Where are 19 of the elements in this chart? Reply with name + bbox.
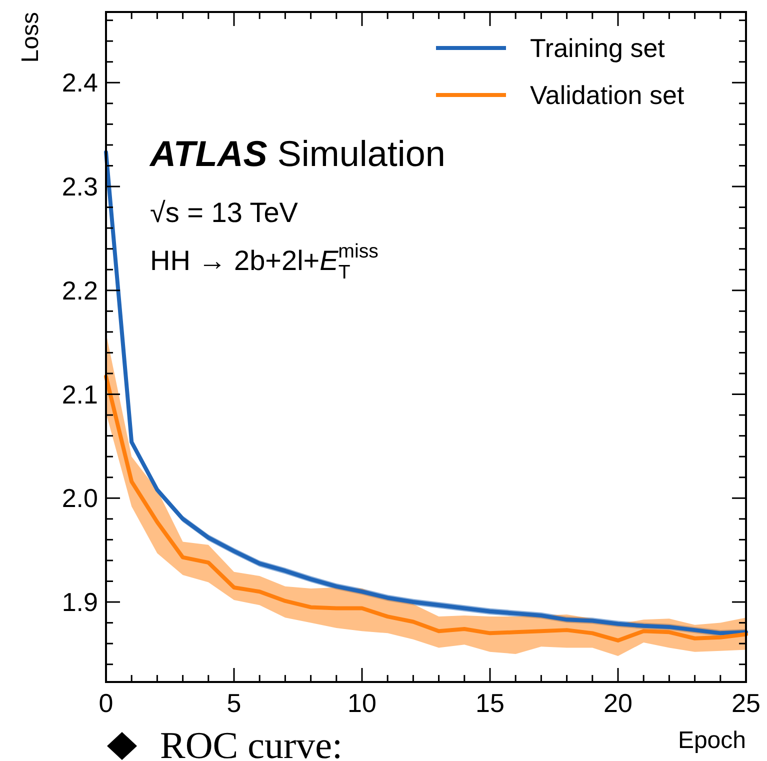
- legend-label: Validation set: [530, 80, 685, 110]
- x-tick-label: 25: [732, 688, 760, 718]
- x-tick-label: 15: [476, 688, 504, 718]
- y-tick-label: 2.1: [62, 379, 98, 410]
- x-tick-label: 20: [604, 688, 632, 718]
- text: ROC curve:: [160, 725, 343, 761]
- x-tick-label: 10: [348, 688, 376, 718]
- y-tick-label: 2.0: [62, 483, 98, 514]
- x-tick-label: 5: [226, 688, 242, 718]
- y-tick-label: 2.3: [62, 172, 98, 202]
- y-axis-title: Loss: [17, 12, 44, 63]
- legend-label: Training set: [530, 33, 666, 63]
- y-tick-label: 2.2: [62, 275, 98, 306]
- annotation: √s = 13 TeV: [150, 197, 298, 228]
- x-axis-title: Epoch: [678, 727, 746, 754]
- y-tick-label: 1.9: [62, 587, 98, 618]
- annotation: ATLAS Simulation: [149, 133, 446, 174]
- x-tick-label: 0: [98, 688, 114, 718]
- y-tick-label: 2.4: [62, 68, 98, 98]
